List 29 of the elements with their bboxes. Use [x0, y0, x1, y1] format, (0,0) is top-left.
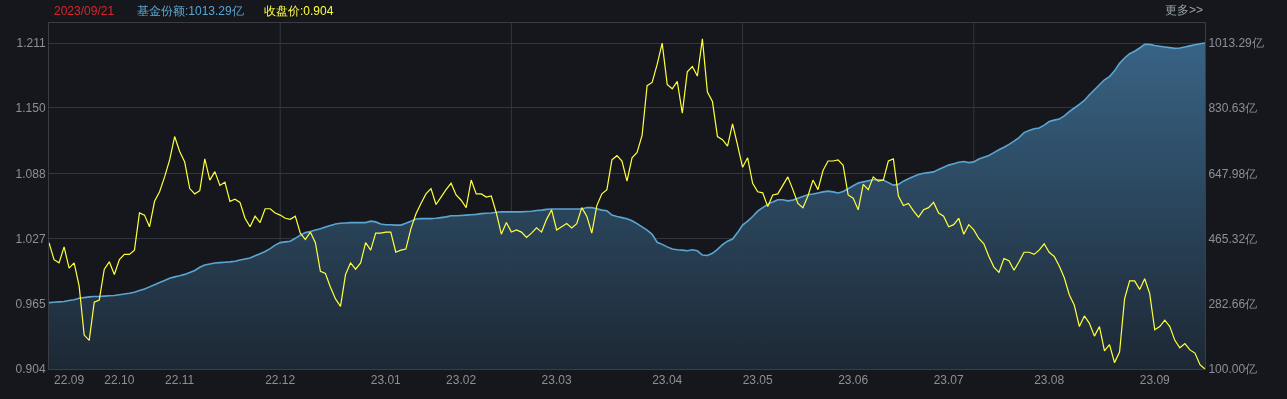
- y2-tick-label: 1013.29亿: [1208, 36, 1264, 51]
- x-tick-label: 23.04: [652, 373, 683, 388]
- y2-tick-label: 830.63亿: [1208, 101, 1258, 116]
- text: 2023/09/21: [54, 4, 115, 18]
- x-tick-label: 23.05: [742, 373, 774, 388]
- y-tick-label: 1.027: [15, 231, 46, 246]
- x-tick-label: 23.03: [541, 373, 572, 388]
- x-tick-label: 22.11: [165, 373, 195, 388]
- x-tick-label: 23.02: [446, 373, 477, 388]
- x-tick-label: 23.01: [370, 373, 402, 388]
- y-tick-label: 0.965: [15, 297, 46, 312]
- x-tick-label: 23.08: [1034, 373, 1065, 388]
- text: 更多>>: [1165, 3, 1204, 17]
- x-tick-label: 22.12: [265, 373, 296, 388]
- x-tick-label: 23.06: [838, 373, 869, 388]
- y2-tick-label: 100.00亿: [1208, 362, 1258, 377]
- y2-tick-label: 647.98亿: [1208, 166, 1258, 181]
- y2-tick-label: 282.66亿: [1208, 296, 1258, 311]
- y-tick-label: 1.088: [15, 166, 46, 181]
- y2-tick-label: 465.32亿: [1208, 231, 1258, 246]
- y-tick-label: 1.211: [16, 36, 46, 51]
- text: 基金份额:1013.29亿: [137, 4, 244, 18]
- y-tick-label: 1.150: [15, 101, 46, 116]
- x-tick-label: 22.09: [54, 373, 85, 388]
- x-tick-label: 23.09: [1139, 373, 1171, 388]
- x-tick-label: 22.10: [104, 373, 135, 388]
- x-tick-label: 23.07: [933, 373, 965, 388]
- text: 收盘价:0.904: [264, 4, 334, 18]
- y-tick-label: 0.904: [15, 362, 46, 377]
